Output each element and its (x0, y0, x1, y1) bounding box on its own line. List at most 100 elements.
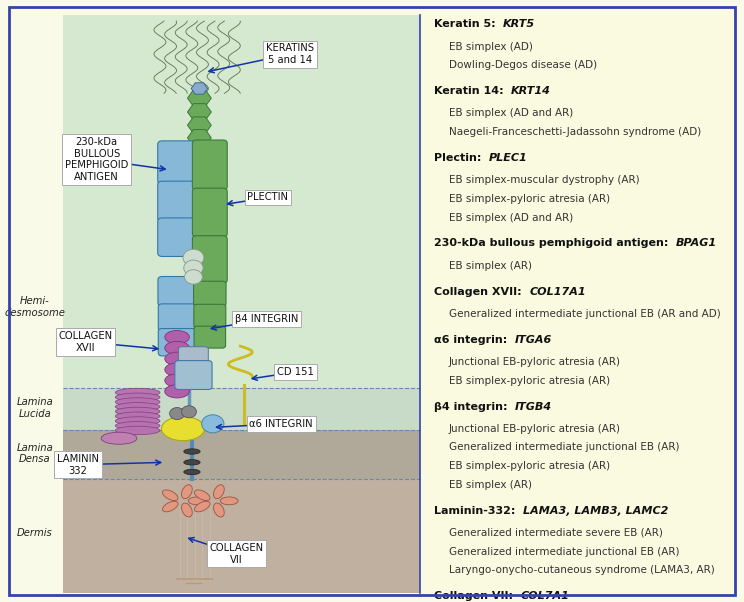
Ellipse shape (165, 385, 190, 398)
Text: PLECTIN: PLECTIN (247, 193, 289, 202)
Text: KERATINS
5 and 14: KERATINS 5 and 14 (266, 43, 314, 65)
Ellipse shape (115, 393, 160, 402)
Text: EB simplex (AR): EB simplex (AR) (449, 480, 532, 490)
Ellipse shape (165, 352, 190, 365)
Ellipse shape (214, 503, 224, 517)
Text: EB simplex (AD and AR): EB simplex (AD and AR) (449, 108, 573, 119)
Bar (63, 15, 420, 593)
Circle shape (183, 249, 204, 266)
FancyBboxPatch shape (194, 326, 225, 348)
Ellipse shape (165, 374, 190, 387)
Ellipse shape (165, 341, 190, 355)
Ellipse shape (115, 407, 160, 415)
Ellipse shape (161, 417, 205, 441)
Text: KRT5: KRT5 (503, 19, 535, 29)
FancyBboxPatch shape (175, 361, 212, 389)
Text: EB simplex-pyloric atresia (AR): EB simplex-pyloric atresia (AR) (449, 461, 610, 471)
Text: Keratin 5:: Keratin 5: (434, 19, 503, 29)
Ellipse shape (162, 490, 178, 500)
Circle shape (184, 260, 203, 276)
FancyBboxPatch shape (193, 281, 226, 306)
Text: Dowling-Degos disease (AD): Dowling-Degos disease (AD) (449, 60, 597, 70)
Bar (63, 430, 420, 479)
FancyBboxPatch shape (158, 181, 196, 222)
Ellipse shape (115, 412, 160, 420)
FancyBboxPatch shape (158, 329, 196, 356)
Ellipse shape (162, 501, 178, 512)
Text: EB simplex (AR): EB simplex (AR) (449, 261, 532, 271)
Ellipse shape (115, 398, 160, 406)
Text: Dermis: Dermis (17, 528, 53, 538)
Ellipse shape (101, 432, 137, 444)
FancyBboxPatch shape (158, 304, 196, 331)
Text: EB simplex-pyloric atresia (AR): EB simplex-pyloric atresia (AR) (449, 376, 610, 386)
Text: KRT14: KRT14 (511, 86, 551, 96)
Text: EB simplex-pyloric atresia (AR): EB simplex-pyloric atresia (AR) (449, 194, 610, 204)
Text: 230-kDa bullous pemphigoid antigen:: 230-kDa bullous pemphigoid antigen: (434, 238, 676, 249)
FancyBboxPatch shape (193, 140, 227, 190)
Text: COLLAGEN
VII: COLLAGEN VII (210, 543, 263, 565)
Bar (63, 388, 420, 430)
Ellipse shape (194, 490, 210, 500)
Ellipse shape (194, 501, 210, 512)
Ellipse shape (182, 503, 192, 517)
Text: β4 INTEGRIN: β4 INTEGRIN (234, 314, 298, 324)
Ellipse shape (182, 485, 192, 498)
Ellipse shape (115, 403, 160, 411)
Text: Generalized intermediate junctional EB (AR): Generalized intermediate junctional EB (… (449, 547, 679, 557)
Ellipse shape (214, 485, 224, 498)
Ellipse shape (184, 449, 200, 454)
Text: Junctional EB-pyloric atresia (AR): Junctional EB-pyloric atresia (AR) (449, 357, 620, 367)
Ellipse shape (184, 470, 200, 474)
Text: Laminin-332:: Laminin-332: (434, 506, 523, 516)
Ellipse shape (165, 363, 190, 376)
Text: Collagen VII:: Collagen VII: (434, 591, 521, 601)
Text: ITGB4: ITGB4 (515, 402, 552, 412)
Ellipse shape (115, 421, 160, 430)
Ellipse shape (115, 417, 160, 425)
Ellipse shape (184, 460, 200, 465)
Text: Keratin 14:: Keratin 14: (434, 86, 511, 96)
Ellipse shape (115, 426, 160, 435)
Text: Generalized intermediate junctional EB (AR): Generalized intermediate junctional EB (… (449, 442, 679, 453)
Text: Laryngo-onycho-cutaneous syndrome (LAMA3, AR): Laryngo-onycho-cutaneous syndrome (LAMA3… (449, 565, 714, 576)
Text: Lamina
Densa: Lamina Densa (16, 442, 54, 464)
Text: EB simplex-muscular dystrophy (AR): EB simplex-muscular dystrophy (AR) (449, 175, 639, 185)
Text: Generalized intermediate severe EB (AR): Generalized intermediate severe EB (AR) (449, 528, 662, 538)
FancyBboxPatch shape (193, 304, 226, 327)
FancyBboxPatch shape (193, 188, 227, 237)
Text: Junctional EB-pyloric atresia (AR): Junctional EB-pyloric atresia (AR) (449, 424, 620, 434)
FancyBboxPatch shape (179, 347, 208, 365)
Circle shape (170, 408, 185, 420)
Ellipse shape (202, 415, 224, 433)
Text: α6 INTEGRIN: α6 INTEGRIN (249, 419, 313, 429)
Text: ITGA6: ITGA6 (515, 335, 552, 345)
Text: Collagen XVII:: Collagen XVII: (434, 287, 529, 297)
Ellipse shape (165, 330, 190, 344)
Bar (420, 15, 735, 593)
Text: EB simplex (AD and AR): EB simplex (AD and AR) (449, 213, 573, 223)
Ellipse shape (115, 388, 160, 397)
Text: LAMA3, LAMB3, LAMC2: LAMA3, LAMB3, LAMC2 (523, 506, 668, 516)
Bar (63, 479, 420, 593)
Text: Naegeli-Franceschetti-Jadassohn syndrome (AD): Naegeli-Franceschetti-Jadassohn syndrome… (449, 127, 701, 137)
Text: BPAG1: BPAG1 (676, 238, 717, 249)
Text: COLLAGEN
XVII: COLLAGEN XVII (59, 331, 112, 353)
Text: Hemi-
desmosome: Hemi- desmosome (4, 296, 65, 318)
Text: Generalized intermediate junctional EB (AR and AD): Generalized intermediate junctional EB (… (449, 309, 720, 319)
FancyBboxPatch shape (193, 236, 227, 283)
Text: CD 151: CD 151 (277, 367, 314, 377)
Text: EB simplex (AD): EB simplex (AD) (449, 42, 533, 52)
Text: COL7A1: COL7A1 (521, 591, 569, 601)
Text: α6 integrin:: α6 integrin: (434, 335, 515, 345)
Text: PLEC1: PLEC1 (489, 153, 527, 163)
FancyBboxPatch shape (158, 276, 196, 306)
Text: COL17A1: COL17A1 (529, 287, 586, 297)
Circle shape (185, 270, 202, 284)
Text: Lamina
Lucida: Lamina Lucida (16, 397, 54, 419)
Ellipse shape (188, 497, 206, 504)
Circle shape (182, 406, 196, 418)
FancyBboxPatch shape (158, 141, 196, 184)
Text: LAMININ
332: LAMININ 332 (57, 454, 99, 476)
Text: 230-kDa
BULLOUS
PEMPHIGOID
ANTIGEN: 230-kDa BULLOUS PEMPHIGOID ANTIGEN (65, 137, 129, 182)
